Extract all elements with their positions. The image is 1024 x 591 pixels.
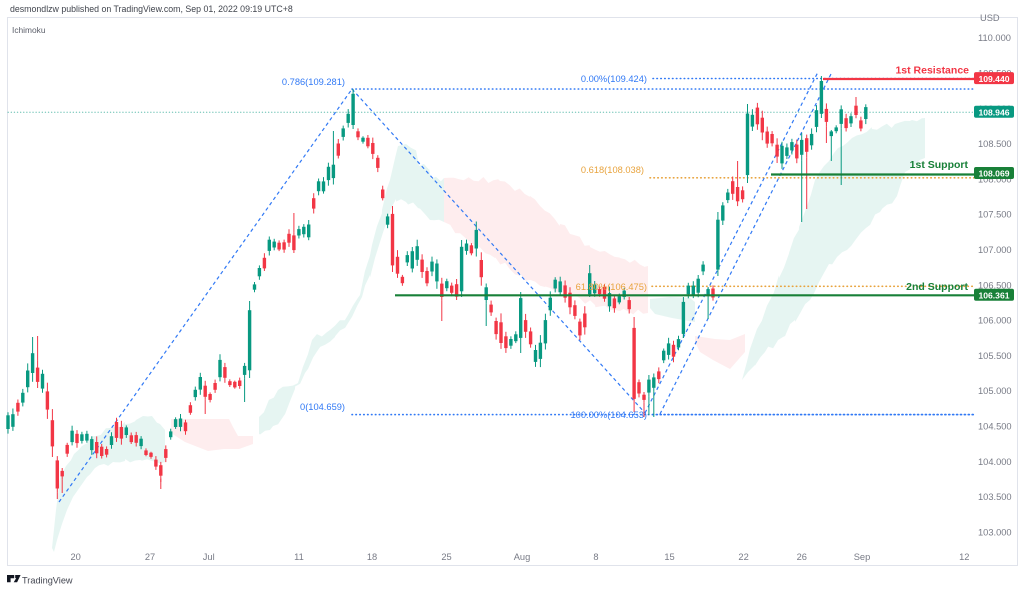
svg-text:8: 8 [593, 552, 598, 562]
svg-text:0.00%(109.424): 0.00%(109.424) [581, 74, 647, 84]
svg-text:2nd Support: 2nd Support [906, 281, 968, 293]
svg-text:108.946: 108.946 [978, 107, 1009, 117]
svg-text:Sep: Sep [854, 552, 871, 562]
svg-text:12: 12 [959, 552, 969, 562]
svg-text:105.000: 105.000 [978, 386, 1012, 396]
svg-text:61.80%(106.475): 61.80%(106.475) [576, 282, 647, 292]
svg-text:103.500: 103.500 [978, 492, 1012, 502]
svg-text:0.786(109.281): 0.786(109.281) [282, 77, 345, 87]
svg-text:106.500: 106.500 [978, 280, 1012, 290]
svg-text:USD: USD [980, 13, 1000, 23]
svg-text:108.500: 108.500 [978, 139, 1012, 149]
svg-text:110.000: 110.000 [978, 33, 1011, 43]
svg-text:desmondlzw published on Tradin: desmondlzw published on TradingView.com,… [10, 4, 293, 14]
svg-text:107.500: 107.500 [978, 210, 1012, 220]
svg-text:100.00%(104.653): 100.00%(104.653) [571, 410, 648, 420]
svg-text:Aug: Aug [514, 552, 531, 562]
svg-text:104.000: 104.000 [978, 457, 1012, 467]
svg-text:1st Resistance: 1st Resistance [895, 65, 969, 77]
svg-text:107.000: 107.000 [978, 245, 1012, 255]
svg-text:25: 25 [441, 552, 451, 562]
svg-text:0.618(108.038): 0.618(108.038) [581, 165, 644, 175]
svg-text:108.000: 108.000 [978, 174, 1012, 184]
svg-text:11: 11 [294, 552, 304, 562]
svg-text:0(104.659): 0(104.659) [300, 402, 345, 412]
svg-text:27: 27 [145, 552, 155, 562]
svg-text:Ichimoku: Ichimoku [12, 25, 46, 35]
svg-text:26: 26 [797, 552, 807, 562]
svg-text:22: 22 [738, 552, 748, 562]
svg-text:104.500: 104.500 [978, 422, 1012, 432]
svg-text:106.000: 106.000 [978, 316, 1012, 326]
svg-text:TradingView: TradingView [22, 576, 73, 586]
svg-text:109.440: 109.440 [978, 74, 1009, 84]
svg-text:1st Support: 1st Support [910, 159, 969, 171]
svg-text:108.069: 108.069 [978, 169, 1009, 179]
svg-text:103.000: 103.000 [978, 527, 1012, 537]
svg-text:15: 15 [664, 552, 674, 562]
svg-text:106.361: 106.361 [978, 291, 1009, 301]
svg-text:Jul: Jul [203, 552, 215, 562]
svg-text:20: 20 [71, 552, 81, 562]
svg-text:18: 18 [367, 552, 377, 562]
svg-text:105.500: 105.500 [978, 351, 1012, 361]
